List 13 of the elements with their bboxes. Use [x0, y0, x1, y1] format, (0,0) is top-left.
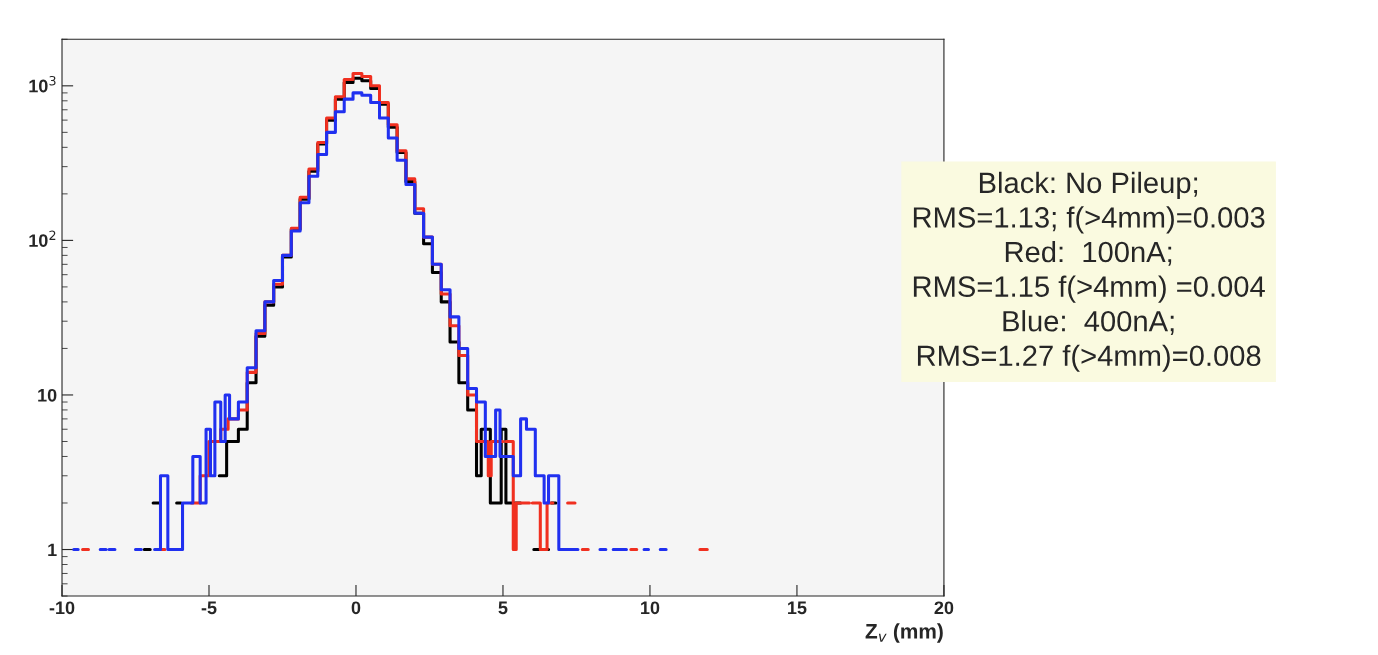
x-tick-label: -10 — [49, 601, 75, 615]
y-tick-label: 10 — [38, 388, 57, 402]
x-tick-label: 5 — [498, 601, 508, 615]
x-axis-title: Z$_{v}$ (mm) — [865, 623, 943, 643]
x-tick-label: 10 — [641, 601, 660, 615]
x-tick-label: 0 — [351, 601, 361, 615]
y-tick-label: 1 — [48, 543, 57, 557]
annotation: Black: No Pileup; RMS=1.13; f(>4mm)=0.003 Red: 100nA; RMS=1.15 f(>4mm) =0.004 Blue: 400nA; RMS=1.27 f(>4mm)=0.008 — [913, 171, 1265, 372]
x-tick-label: 15 — [788, 601, 807, 615]
x-tick-label: 20 — [934, 601, 954, 615]
x-tick-label: -5 — [201, 601, 217, 615]
y-tick-label: 10$^{3}$ — [29, 75, 56, 93]
y-tick-label: 10$^{2}$ — [29, 230, 56, 247]
